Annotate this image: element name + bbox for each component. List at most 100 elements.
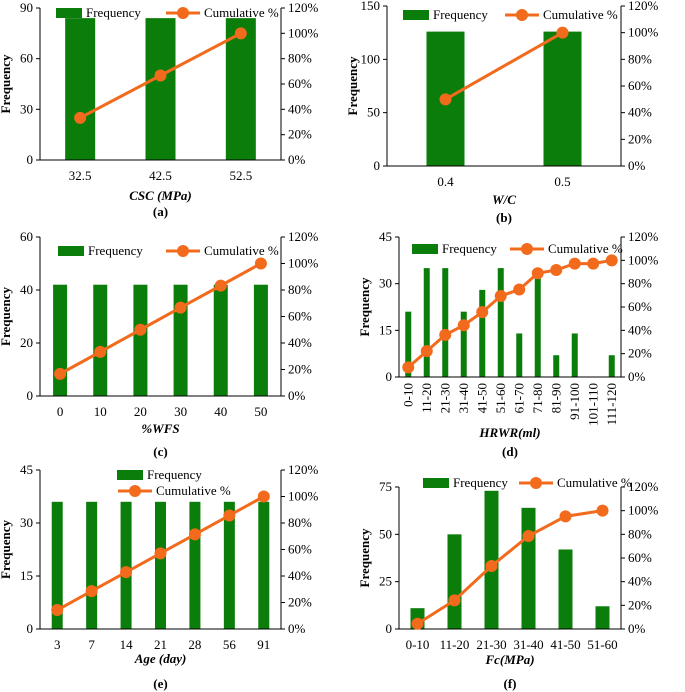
frequency-bar-42.5 bbox=[145, 18, 176, 161]
cumulative-point-40 bbox=[214, 279, 227, 292]
frequency-bar-11-20 bbox=[447, 534, 462, 629]
x-tick-label: 51-60 bbox=[587, 637, 617, 652]
frequency-bar-0.5 bbox=[543, 31, 582, 166]
cumulative-line bbox=[407, 258, 613, 369]
y2-tick-label: 0% bbox=[288, 152, 306, 167]
chart-panel-a: 0 30 60 90 0% 20% 40% 60% 80% 100% 120% 32.5 42.5 52.… bbox=[0, 0, 319, 219]
frequency-bar-21-30 bbox=[484, 490, 499, 629]
panel-caption: (b) bbox=[496, 210, 512, 225]
cumulative-point-21 bbox=[154, 547, 167, 560]
cumulative-point-0 bbox=[54, 367, 67, 380]
legend-line-label: Cumulative % bbox=[204, 243, 279, 258]
legend-line-label: Cumulative % bbox=[548, 241, 623, 256]
cumulative-point-21-30 bbox=[439, 328, 452, 341]
x-tick-label: 31-40 bbox=[513, 637, 543, 652]
frequency-bar-30 bbox=[173, 284, 188, 396]
legend: Frequency Cumulative % bbox=[58, 243, 279, 258]
cumulative-point-56 bbox=[223, 509, 236, 522]
y-tick-label: 30 bbox=[20, 515, 33, 530]
y-tick-label: 30 bbox=[20, 101, 33, 116]
y2-tick-label: 20% bbox=[288, 362, 312, 377]
y-tick-label: 15 bbox=[20, 568, 33, 583]
frequency-bar-21-30 bbox=[442, 268, 449, 377]
y2-tick-label: 60% bbox=[288, 76, 312, 91]
x-tick-label: 11-20 bbox=[419, 383, 434, 413]
y-tick-label: 0 bbox=[374, 158, 381, 173]
y2-tick-label: 100% bbox=[288, 256, 319, 271]
x-tick-label: 41-50 bbox=[550, 637, 580, 652]
frequency-bar-41-50 bbox=[558, 549, 573, 629]
chart-panel-e: 0 15 30 45 0% 20% 40% 60% 80% 100% 120% 3 7 14 21 28 56 9… bbox=[0, 462, 319, 691]
frequency-bar-20 bbox=[133, 284, 148, 396]
cumulative-point-0-10 bbox=[402, 361, 415, 374]
panel-caption: (d) bbox=[502, 444, 518, 459]
y-tick-label: 100 bbox=[361, 51, 381, 66]
panel-caption: (a) bbox=[153, 204, 168, 219]
frequency-bar-0 bbox=[53, 284, 68, 396]
frequency-bar-31-40 bbox=[460, 311, 467, 377]
chart-panel-f: 0 25 50 75 0% 20% 40% 60% 80% 100% 120% 0-10 11-20 21… bbox=[357, 475, 659, 691]
panel-caption: (f) bbox=[504, 676, 517, 691]
legend-bar-label: Frequency bbox=[86, 5, 141, 20]
legend-line-marker bbox=[516, 9, 528, 21]
cumulative-point-0-10 bbox=[411, 617, 424, 630]
frequency-bar-11-20 bbox=[423, 268, 430, 377]
y2-tick-label: 100% bbox=[628, 503, 659, 518]
cumulative-point-0.5 bbox=[556, 26, 569, 39]
legend-bar-label: Frequency bbox=[433, 7, 488, 22]
y-tick-label: 20 bbox=[20, 335, 33, 350]
legend-bar-swatch bbox=[56, 8, 82, 18]
panel-caption: (c) bbox=[153, 444, 167, 459]
y-axis-title: Frequency bbox=[0, 54, 13, 113]
x-tick-label: 21 bbox=[154, 637, 167, 652]
x-tick-label: 31-40 bbox=[456, 383, 471, 413]
x-tick-label: 11-20 bbox=[440, 637, 470, 652]
frequency-bar-56 bbox=[223, 501, 235, 629]
y2-tick-label: 60% bbox=[628, 299, 652, 314]
x-tick-label: 0-10 bbox=[400, 383, 415, 407]
y2-tick-label: 120% bbox=[288, 0, 319, 15]
frequency-bar-0-10 bbox=[405, 311, 412, 377]
frequency-bar-10 bbox=[93, 284, 108, 396]
x-tick-label: 56 bbox=[223, 637, 237, 652]
cumulative-point-11-20 bbox=[448, 594, 461, 607]
y-tick-label: 30 bbox=[379, 276, 392, 291]
frequency-bar-28 bbox=[189, 501, 201, 629]
frequency-bar-91 bbox=[258, 501, 270, 629]
y2-tick-label: 20% bbox=[288, 595, 312, 610]
y2-tick-label: 20% bbox=[628, 346, 652, 361]
cumulative-point-51-60 bbox=[596, 504, 609, 517]
y2-tick-label: 40% bbox=[628, 574, 652, 589]
y-axis-title: Frequency bbox=[345, 56, 360, 115]
cumulative-point-41-50 bbox=[476, 306, 489, 319]
y2-tick-label: 100% bbox=[628, 252, 659, 267]
x-tick-label: 0 bbox=[57, 404, 64, 419]
cumulative-point-10 bbox=[94, 345, 107, 358]
cumulative-point-91 bbox=[257, 490, 270, 503]
y2-tick-label: 100% bbox=[628, 25, 659, 40]
cumulative-point-52.5 bbox=[234, 27, 247, 40]
cumulative-point-30 bbox=[174, 301, 187, 314]
y2-tick-label: 0% bbox=[628, 369, 646, 384]
y2-tick-label: 120% bbox=[288, 462, 319, 477]
x-axis-title: CSC (MPa) bbox=[129, 188, 191, 203]
x-tick-label: 0-10 bbox=[406, 637, 430, 652]
y-tick-label: 75 bbox=[379, 479, 392, 494]
y2-tick-label: 100% bbox=[288, 25, 319, 40]
x-axis-title: %WFS bbox=[141, 421, 179, 436]
cumulative-point-31-40 bbox=[522, 529, 535, 542]
y2-tick-label: 40% bbox=[288, 335, 312, 350]
x-tick-label: 3 bbox=[54, 637, 61, 652]
legend: Frequency Cumulative % bbox=[423, 475, 632, 490]
frequency-bar-51-60 bbox=[595, 606, 610, 629]
legend-bar-label: Frequency bbox=[147, 467, 202, 482]
y-axis-title: Frequency bbox=[357, 277, 372, 336]
x-tick-label: 20 bbox=[134, 404, 147, 419]
y2-tick-label: 80% bbox=[628, 526, 652, 541]
y-tick-label: 0 bbox=[386, 369, 393, 384]
x-tick-label: 51-60 bbox=[493, 383, 508, 413]
x-tick-label: 101-110 bbox=[585, 383, 600, 426]
y2-tick-label: 20% bbox=[288, 127, 312, 142]
x-tick-label: 61-70 bbox=[511, 383, 526, 413]
x-tick-label: 40 bbox=[214, 404, 227, 419]
